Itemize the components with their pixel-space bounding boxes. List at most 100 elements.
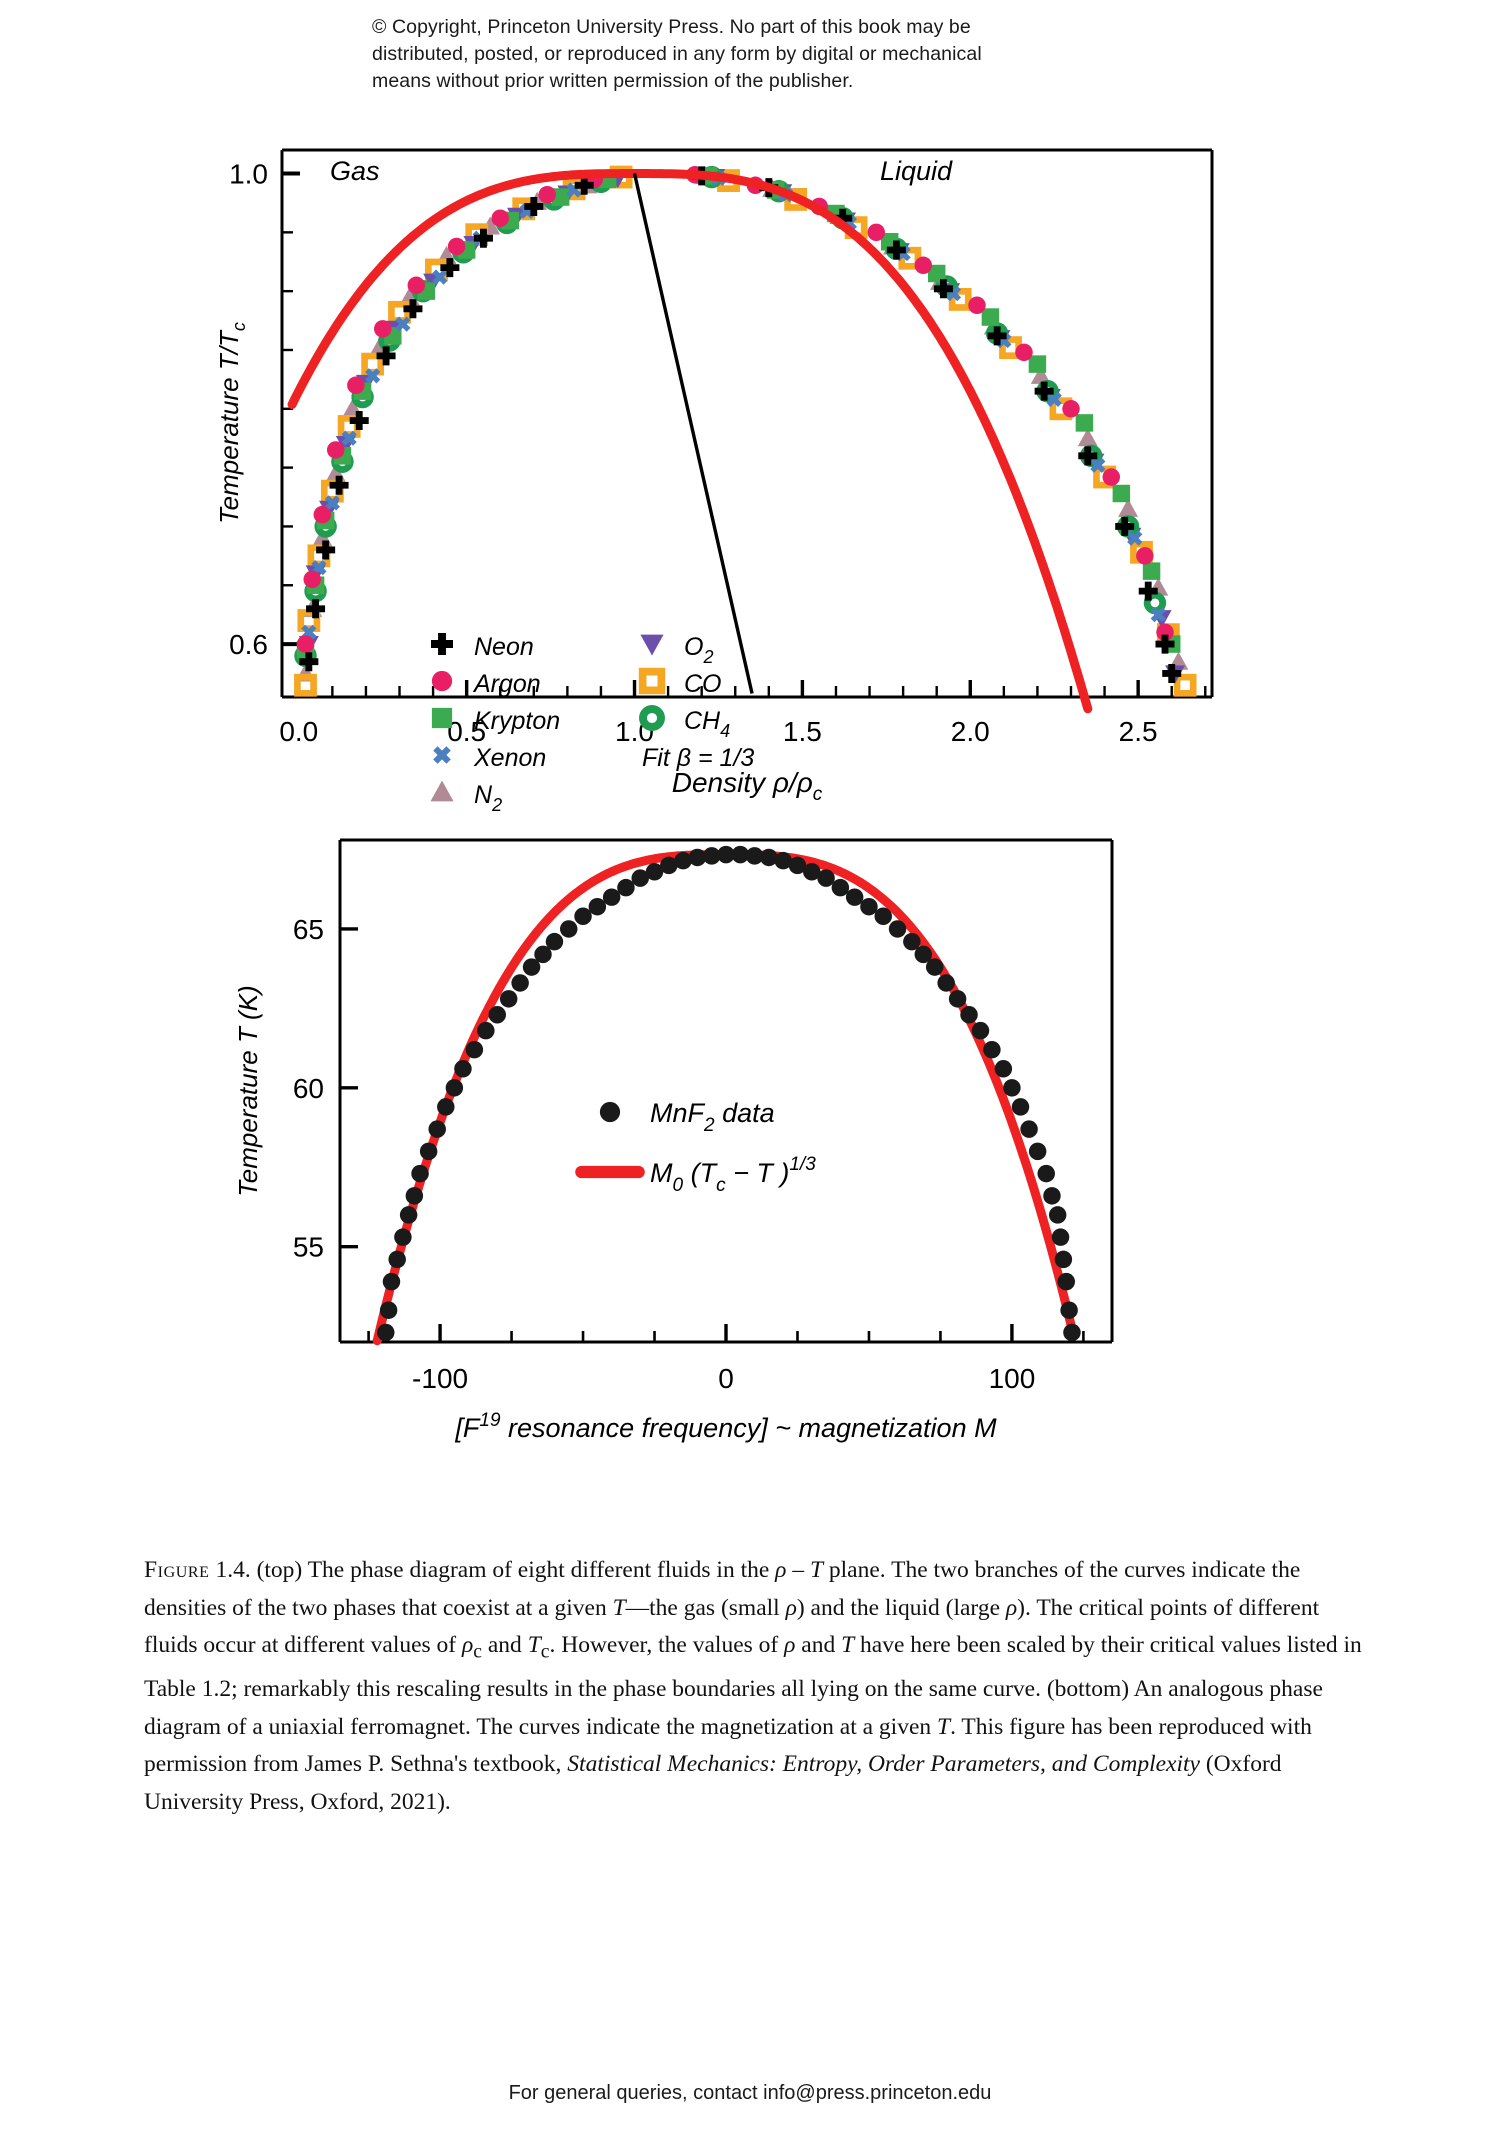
data-point-circle (602, 888, 621, 906)
data-point-circle (817, 869, 835, 887)
top-plot-x-ticks (297, 680, 1207, 697)
data-point-plus (833, 208, 853, 228)
y-tick-label: 1.0 (229, 159, 268, 190)
y-tick-label: 65 (293, 914, 324, 945)
data-point-circle (419, 1142, 438, 1161)
x-tick-label: -100 (412, 1363, 468, 1394)
top-plot-axes (280, 148, 1214, 699)
data-point-circle (860, 897, 878, 916)
data-point-square (1075, 414, 1094, 432)
mnf2-magnetization-chart: -100 0 100 55 60 65 MnF2 data M0 (Tc − T )1/3… (233, 838, 1114, 1443)
copyright-line-3: means without prior written permission o… (372, 70, 854, 92)
data-point-circle (1051, 1228, 1070, 1246)
data-point-circle (447, 237, 466, 256)
data-point-circle (867, 223, 885, 242)
data-point-square (431, 707, 453, 729)
data-point-circle (731, 845, 750, 864)
legend-label-data: MnF2 data (650, 1098, 775, 1136)
data-point-circle (968, 296, 986, 315)
data-point-circle (948, 990, 967, 1008)
data-point-circle (511, 974, 529, 992)
data-point-x-cross (395, 316, 411, 332)
fluid-phase-diagram-chart: 0.0 0.5 1.0 1.5 2.0 2.5 0.6 1.0 Gas Liquid Neo… (214, 148, 1214, 815)
data-point-plus (473, 228, 493, 248)
data-point-circle (445, 1079, 464, 1097)
top-plot-tangent-line (632, 173, 754, 694)
data-point-circle (313, 505, 332, 524)
data-point-plus (440, 258, 460, 278)
data-point-plus (574, 175, 594, 195)
legend-label: Neon (474, 633, 534, 661)
x-tick-label: 100 (989, 1363, 1036, 1394)
data-point-circle (411, 1164, 429, 1183)
data-point-plus (329, 475, 349, 495)
data-point-circle (702, 847, 721, 865)
data-point-circle (428, 1120, 446, 1138)
figure-caption-number: 1.4. (215, 1557, 251, 1583)
data-point-plus (1138, 581, 1158, 601)
data-point-circle (983, 1040, 1001, 1059)
data-point-circle (760, 848, 778, 867)
data-point-circle (803, 863, 821, 881)
data-point-circle (522, 958, 541, 976)
x-tick-label: 1.0 (615, 716, 654, 747)
data-point-plus (1115, 516, 1135, 536)
data-point-circle (994, 1060, 1013, 1078)
x-tick-label: 2.0 (951, 716, 990, 747)
data-point-circle (745, 847, 764, 865)
data-point-circle (388, 1250, 406, 1269)
data-point-circle (1060, 1301, 1078, 1319)
data-point-plus (1034, 381, 1054, 401)
data-point-circle (394, 1228, 412, 1246)
data-point-circle (774, 851, 792, 870)
data-point-circle (1043, 1187, 1061, 1205)
data-point-plus (306, 599, 326, 619)
data-point-plus (524, 196, 544, 216)
data-point-x-cross (1127, 530, 1143, 546)
data-point-circle (960, 1006, 978, 1024)
data-point-x-cross (1046, 391, 1062, 407)
legend-label: Argon (472, 670, 541, 698)
data-point-circle (845, 888, 864, 906)
data-point-circle (617, 878, 635, 897)
bottom-plot-x-axis-title: [F19 resonance frequency] ~ magnetizatio… (454, 1410, 997, 1443)
top-plot-fit-curve (287, 169, 1093, 714)
data-point-circle (1048, 1206, 1067, 1224)
y-tick-label: 55 (293, 1232, 324, 1263)
x-tick-label: 0 (718, 1363, 734, 1394)
data-point-circle (405, 1187, 424, 1205)
data-point-circle (1015, 343, 1033, 362)
data-point-circle (874, 907, 892, 925)
data-point-plus (299, 652, 319, 672)
bottom-plot-data-markers (377, 845, 1081, 1342)
data-point-x-cross (433, 746, 451, 764)
y-tick-label: 60 (293, 1073, 324, 1104)
legend-label: O2 (684, 633, 713, 667)
data-point-square (1142, 562, 1161, 580)
data-point-plus (1078, 446, 1098, 466)
data-point-plus (403, 299, 423, 319)
legend-label: Fit β = 1/3 (642, 744, 754, 772)
data-point-x-cross (365, 368, 381, 384)
data-point-x-cross (1150, 607, 1166, 623)
top-plot-x-axis-title: Density ρ/ρc (672, 767, 823, 805)
data-point-circle (407, 276, 426, 295)
data-point-circle (660, 856, 678, 875)
data-point-circle (1102, 468, 1121, 486)
data-point-triangle-up (1118, 498, 1139, 517)
data-point-square (1112, 484, 1131, 503)
data-point-plus (933, 279, 953, 299)
data-point-circle (914, 256, 933, 275)
data-point-x-cross (432, 269, 448, 285)
data-point-circle (937, 974, 955, 992)
data-point-circle (488, 1006, 506, 1024)
data-point-circle (925, 958, 944, 976)
top-plot-data-markers (294, 165, 1197, 697)
x-tick-label: 0.0 (279, 716, 318, 747)
data-point-plus (316, 540, 336, 560)
x-tick-label: 2.5 (1119, 716, 1158, 747)
data-point-circle (465, 1040, 484, 1059)
data-point-circle (1011, 1098, 1030, 1116)
data-point-circle (538, 185, 556, 204)
data-point-circle (382, 1272, 401, 1291)
